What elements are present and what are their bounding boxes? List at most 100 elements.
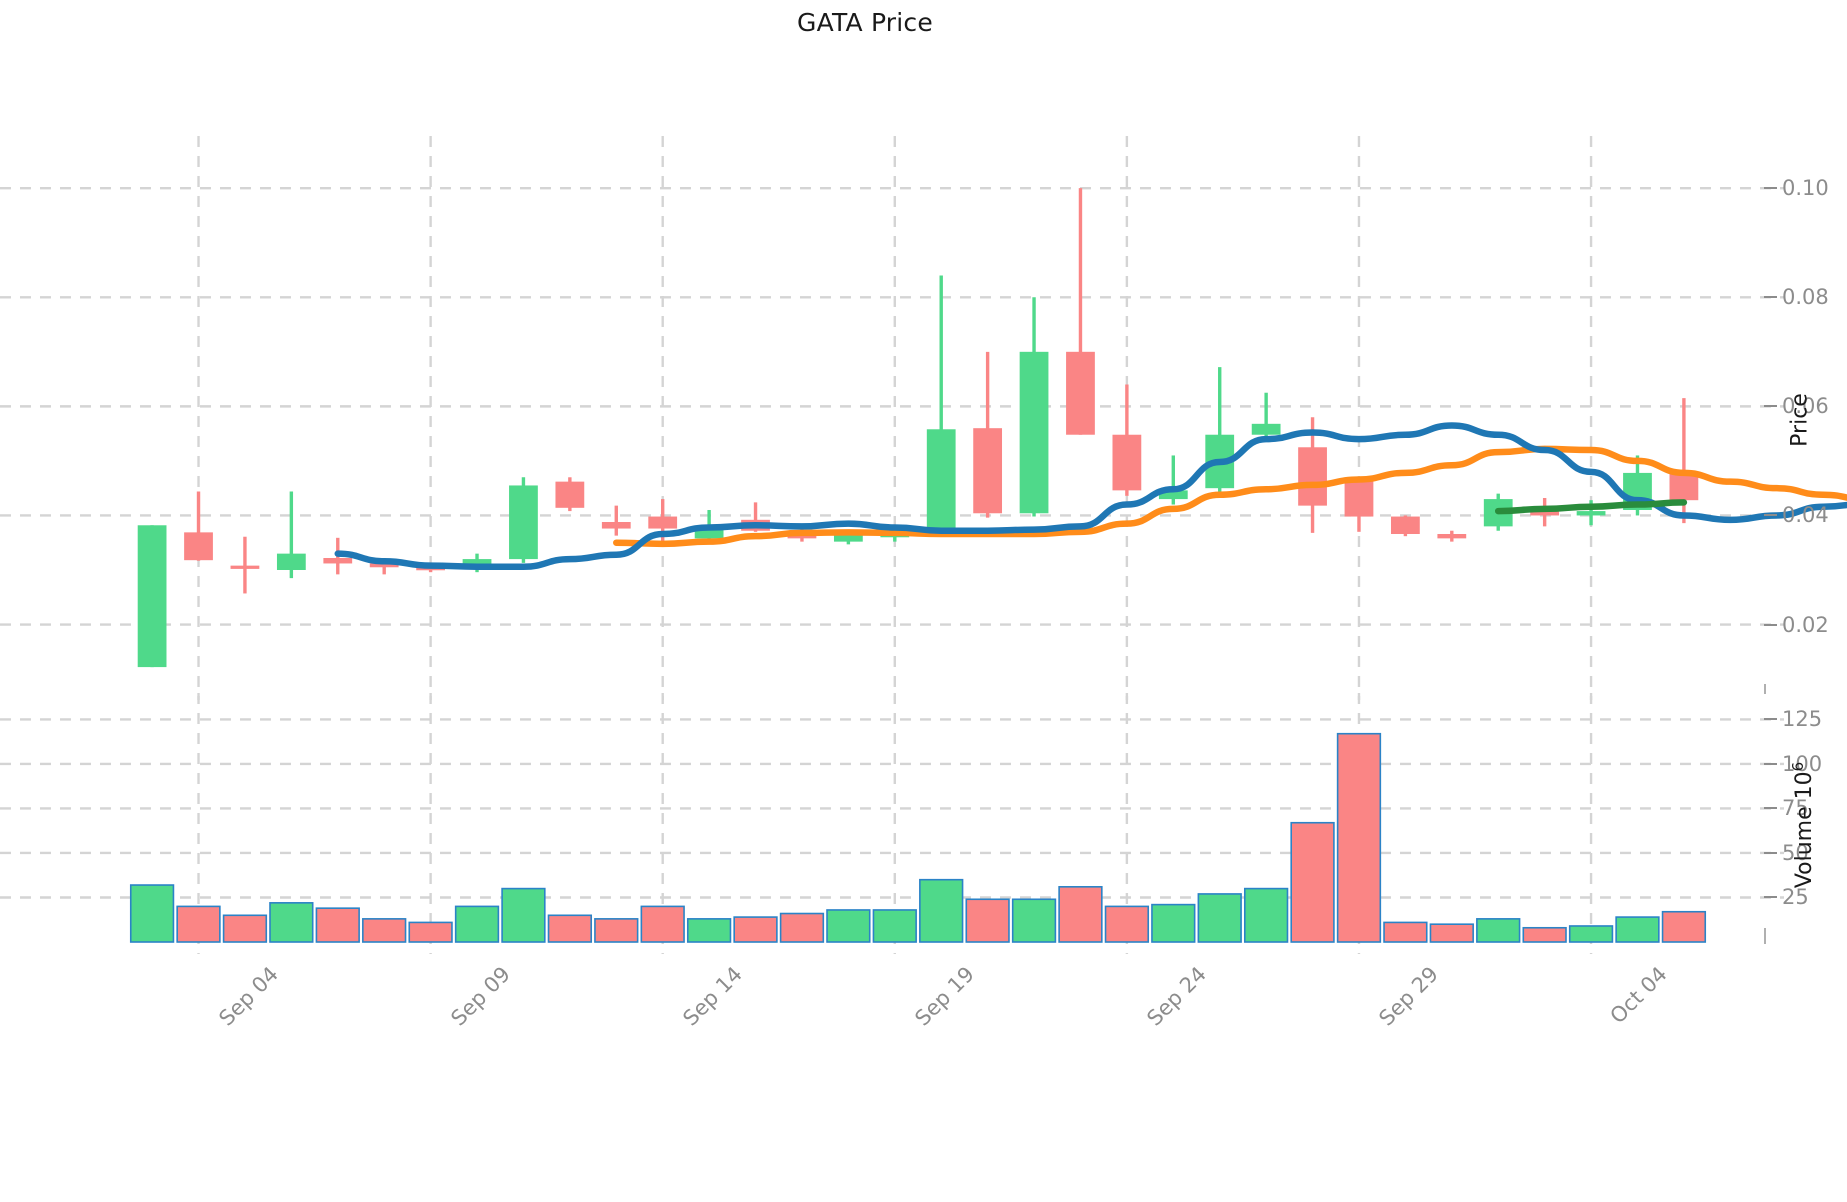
volume-bar[interactable]: [269, 902, 314, 943]
candle-body[interactable]: [1298, 447, 1327, 506]
volume-tick-label: 50: [1782, 840, 1809, 865]
candle-body[interactable]: [555, 481, 585, 508]
candle-body[interactable]: [833, 534, 863, 542]
x-tick-label: Sep 09: [445, 962, 515, 1031]
volume-bar[interactable]: [222, 914, 268, 943]
volume-bar[interactable]: [1661, 910, 1707, 943]
volume-bar[interactable]: [1476, 918, 1521, 943]
axis-spine: [1764, 684, 1766, 694]
volume-bar[interactable]: [1243, 887, 1289, 943]
volume-bar[interactable]: [779, 912, 825, 943]
x-tick-label: Sep 29: [1374, 962, 1443, 1031]
ma-long-line: [613, 445, 1847, 548]
volume-bar[interactable]: [129, 884, 175, 943]
volume-bar[interactable]: [1151, 903, 1196, 943]
price-tick-label-dash: [1764, 623, 1777, 626]
volume-bar[interactable]: [919, 878, 964, 943]
x-tick-label: Sep 04: [213, 962, 283, 1031]
volume-bar[interactable]: [872, 909, 917, 943]
volume-axis-exponent: 6: [1788, 761, 1807, 772]
price-tick-label-dash: [1764, 187, 1777, 190]
price-tick-label: 0.02: [1782, 612, 1829, 637]
candle-body[interactable]: [276, 553, 306, 570]
volume-bar[interactable]: [1290, 821, 1335, 943]
volume-bar[interactable]: [1568, 925, 1614, 943]
candle-body[interactable]: [1112, 434, 1142, 491]
price-tick-label: 0.08: [1782, 285, 1829, 310]
volume-bar[interactable]: [733, 916, 778, 943]
volume-bar[interactable]: [640, 905, 685, 943]
price-axis-title: Price: [1787, 393, 1813, 447]
volume-bar[interactable]: [1383, 921, 1428, 943]
volume-tick-label: 75: [1782, 796, 1809, 821]
volume-bar[interactable]: [1104, 905, 1150, 943]
candle-body[interactable]: [509, 485, 538, 560]
volume-tick-label: 25: [1782, 885, 1809, 910]
volume-gridlines: [0, 718, 1784, 899]
volume-bar[interactable]: [1058, 886, 1103, 943]
candle-body[interactable]: [137, 525, 167, 668]
candle-body[interactable]: [184, 532, 213, 561]
volume-bar[interactable]: [594, 918, 639, 943]
x-tick-label: Oct 04: [1605, 962, 1672, 1029]
candle-body[interactable]: [1066, 351, 1095, 435]
volume-bar[interactable]: [454, 905, 500, 943]
price-tick-label-dash: [1764, 296, 1777, 299]
volume-bar[interactable]: [547, 914, 593, 943]
volume-bar[interactable]: [965, 898, 1010, 943]
volume-bar[interactable]: [362, 918, 407, 943]
volume-tick-label-dash: [1764, 718, 1777, 721]
x-tick-label: Sep 14: [678, 962, 747, 1031]
candle-body[interactable]: [323, 558, 353, 564]
volume-bar[interactable]: [826, 909, 871, 943]
price-tick-label-dash: [1764, 405, 1777, 408]
candle-body[interactable]: [230, 565, 260, 569]
axis-spine: [1764, 928, 1766, 944]
volume-chart-svg: [0, 693, 1784, 954]
x-tick-label: Sep 24: [1142, 962, 1211, 1031]
volume-bar[interactable]: [315, 907, 360, 943]
volume-panel: [0, 693, 1784, 954]
volume-bar[interactable]: [176, 905, 221, 943]
volume-bar[interactable]: [686, 918, 732, 943]
volume-tick-label-dash: [1764, 851, 1777, 854]
price-tick-label-dash: [1764, 514, 1777, 517]
ma-third-line: [1494, 499, 1688, 515]
volume-bar[interactable]: [1429, 923, 1474, 943]
volume-tick-label-dash: [1764, 896, 1777, 899]
candle-body[interactable]: [1158, 490, 1188, 500]
candle-body[interactable]: [926, 429, 956, 531]
volume-bar[interactable]: [501, 887, 546, 943]
volume-bar[interactable]: [408, 921, 453, 943]
volume-axis-title: Volume 106: [1789, 762, 1817, 888]
volume-bar[interactable]: [1522, 926, 1567, 943]
volume-bar[interactable]: [1197, 893, 1242, 943]
candle-body[interactable]: [1251, 423, 1281, 435]
candle-body[interactable]: [1344, 478, 1374, 517]
volume-series: [129, 732, 1707, 943]
chart-title: GATA Price: [797, 8, 933, 37]
candle-body[interactable]: [1576, 511, 1606, 516]
price-gridlines: [0, 186, 1784, 626]
candle-body[interactable]: [369, 563, 399, 568]
price-tick-label: 0.04: [1782, 503, 1829, 528]
volume-bar[interactable]: [1336, 732, 1382, 943]
volume-tick-label-dash: [1764, 807, 1777, 810]
candle-body[interactable]: [1437, 534, 1467, 539]
price-chart-svg: [0, 136, 1847, 700]
candle-body[interactable]: [973, 428, 1003, 514]
price-tick-label: 0.06: [1782, 394, 1829, 419]
price-panel: [0, 136, 1847, 700]
candle-body[interactable]: [1019, 351, 1049, 514]
ma-short-line: [334, 422, 1847, 570]
candle-body[interactable]: [694, 527, 724, 539]
candle-body[interactable]: [1391, 516, 1420, 534]
candle-body[interactable]: [1669, 472, 1699, 501]
volume-tick-label: 125: [1782, 707, 1823, 732]
volume-bar[interactable]: [1615, 916, 1660, 943]
price-tick-label: 0.10: [1782, 176, 1829, 201]
volume-bar[interactable]: [1011, 898, 1057, 943]
candle-body[interactable]: [648, 516, 678, 529]
candle-body[interactable]: [601, 522, 631, 529]
